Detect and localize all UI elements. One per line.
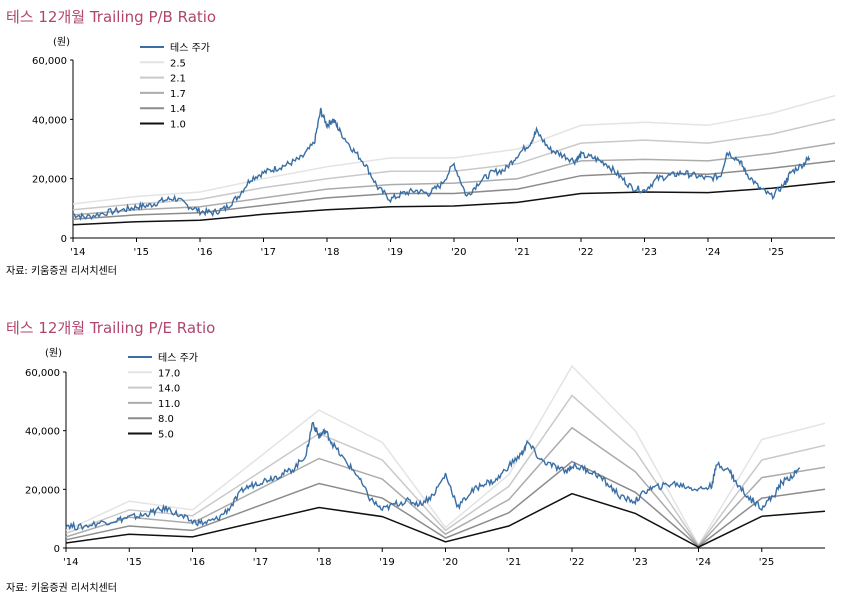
- y-unit-label: (원): [45, 347, 62, 359]
- chart-2: 테스 12개월 Trailing P/E Ratio (원) 0 20,000 40,0…: [6, 319, 826, 594]
- x-tick-label: '20: [451, 247, 466, 258]
- x-tick-label: '19: [379, 557, 394, 568]
- x-tick-label: '17: [261, 247, 276, 258]
- chart-title: 테스 12개월 Trailing P/B Ratio: [6, 8, 216, 26]
- legend-label: 2.1: [170, 74, 186, 85]
- x-tick-label: '15: [134, 247, 149, 258]
- legend-label: 테스 주가: [158, 352, 198, 364]
- x-tick-label: '23: [632, 557, 647, 568]
- x-tick-label: '18: [324, 247, 339, 258]
- legend-label: 11.0: [158, 399, 180, 410]
- x-tick-label: '22: [569, 557, 584, 568]
- x-tick-label: '15: [126, 557, 141, 568]
- x-tick-label: '24: [696, 557, 711, 568]
- legend-label: 8.0: [158, 414, 174, 425]
- source-note: 자료: 키움증권 리서치센터: [6, 582, 117, 594]
- y-tick-label: 20,000: [32, 175, 67, 186]
- x-tick-label: '25: [769, 247, 784, 258]
- y-tick-label: 20,000: [25, 485, 60, 496]
- band-line-5.0: [65, 492, 826, 548]
- legend-label: 14.0: [158, 384, 180, 395]
- x-tick-label: '16: [190, 557, 205, 568]
- band-line-1.7: [72, 142, 836, 216]
- x-tick-label: '14: [63, 557, 78, 568]
- x-tick-label: '23: [642, 247, 657, 258]
- source-note: 자료: 키움증권 리서치센터: [6, 265, 117, 277]
- band-line-2.1: [72, 118, 836, 211]
- legend-label: 2.5: [170, 58, 186, 69]
- x-tick-label: '21: [515, 247, 530, 258]
- x-tick-label: '21: [506, 557, 521, 568]
- x-tick-label: '24: [705, 247, 720, 258]
- x-tick-label: '18: [316, 557, 331, 568]
- legend: 테스 주가 2.5 2.1 1.7 1.4 1.0: [140, 42, 210, 131]
- x-tick-label: '17: [253, 557, 268, 568]
- y-tick-label: 40,000: [32, 115, 67, 126]
- legend-label: 5.0: [158, 430, 174, 441]
- legend-label: 1.0: [170, 120, 186, 131]
- band-line-1.0: [72, 180, 836, 226]
- y-tick-label: 60,000: [25, 368, 60, 379]
- y-unit-label: (원): [53, 36, 70, 48]
- legend: 테스 주가 17.0 14.0 11.0 8.0 5.0: [128, 352, 198, 441]
- legend-label: 17.0: [158, 368, 180, 379]
- price-line: [72, 107, 811, 221]
- band-line-2.5: [72, 94, 836, 205]
- x-tick-label: '14: [70, 247, 85, 258]
- x-tick-label: '25: [759, 557, 774, 568]
- y-tick-label: 40,000: [25, 427, 60, 438]
- y-tick-label: 0: [61, 234, 67, 245]
- chart-1: 테스 12개월 Trailing P/B Ratio (원) 0 20,000 40,0…: [6, 8, 836, 277]
- x-tick-label: '20: [443, 557, 458, 568]
- price-line: [65, 422, 801, 531]
- chart-title: 테스 12개월 Trailing P/E Ratio: [6, 319, 215, 337]
- legend-label: 테스 주가: [170, 42, 210, 54]
- x-tick-label: '19: [388, 247, 403, 258]
- x-tick-label: '22: [578, 247, 593, 258]
- y-tick-label: 60,000: [32, 56, 67, 67]
- legend-label: 1.4: [170, 104, 186, 115]
- x-tick-label: '16: [197, 247, 212, 258]
- y-tick-label: 0: [54, 544, 60, 555]
- legend-label: 1.7: [170, 89, 186, 100]
- band-line-1.4: [72, 160, 836, 221]
